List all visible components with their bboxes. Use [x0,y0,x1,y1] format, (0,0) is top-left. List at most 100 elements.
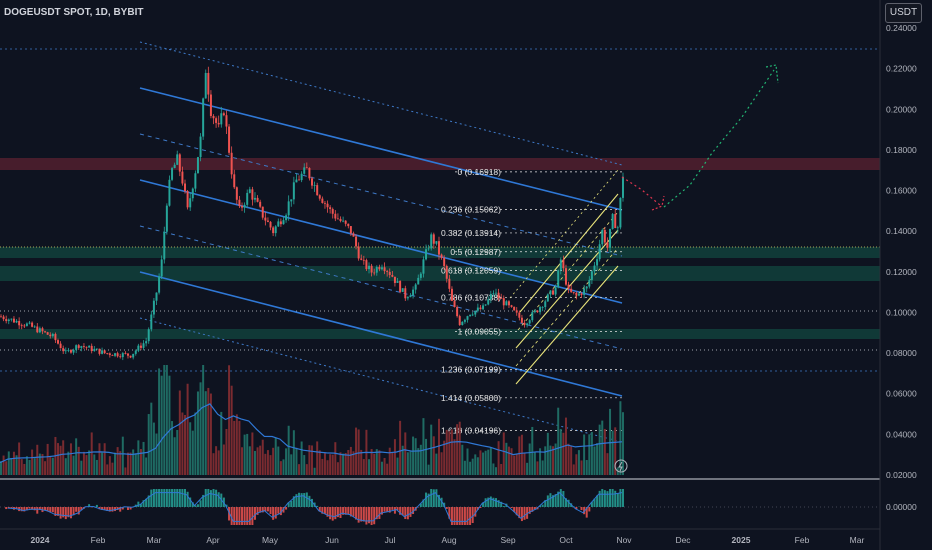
fib-level-label: 0.382 (0.13914) [441,228,501,238]
candle-body [69,350,72,353]
oscillator-bar [145,498,148,507]
fib-level-label: 0 (0.16918) [458,167,502,177]
oscillator-bar [448,507,451,519]
volume-bar [88,450,91,475]
candle-body [303,167,306,174]
volume-bar [269,455,272,475]
candle-body [476,307,479,311]
candle-body [38,328,41,333]
volume-bar [184,414,186,475]
fibonacci-retracement[interactable]: 0 (0.16918) 0.236 (0.15062) 0.382 (0.13914… [441,167,622,435]
candle-body [126,353,129,356]
price-tick-label: 0.08000 [886,348,917,358]
oscillator-bar [295,494,298,507]
candle-body [495,292,497,294]
oscillator-bar [75,507,78,512]
oscillator-bar [285,507,288,510]
lightning-icon[interactable] [614,459,628,473]
candle-body [479,307,482,310]
oscillator-bar [445,507,448,509]
oscillator-bar [189,497,192,507]
oscillator-bar [212,489,215,507]
oscillator-bar [373,507,376,525]
candle-body [526,323,529,326]
oscillator-bar [399,507,402,515]
oscillator-bar [580,507,583,511]
volume-bar [502,432,505,475]
candle-body [557,270,560,288]
candle-body [523,322,526,326]
price-axis[interactable]: 0.24000 0.22000 0.20000 0.18000 0.16000 0.140… [886,23,917,480]
candle-body [215,118,218,123]
oscillator-bar [588,507,591,512]
oscillator-bar [173,489,176,507]
candle-body [531,312,534,321]
oscillator-bar [163,489,166,507]
candle-body [502,298,505,306]
indicator-axis-label: 0.00000 [886,502,917,512]
time-axis[interactable]: 2024 Feb Mar Apr May Jun Jul Aug Sep Oct Nov Dec 202… [31,535,865,545]
time-tick-label: Feb [795,535,810,545]
currency-button[interactable]: USDT [885,3,922,23]
volume-bar [235,414,238,475]
candle-body [453,300,456,307]
candle-body [536,310,539,313]
volume-bar [435,453,438,475]
oscillator-bar [466,507,469,525]
time-tick-label: Jul [385,535,396,545]
volume-bar [611,430,614,475]
oscillator-bar [544,500,547,507]
volume-bar [272,447,275,475]
oscillator-bar [484,498,487,507]
volume-bar [425,438,428,475]
time-tick-label: 2025 [732,535,751,545]
oscillator-bar [300,493,303,507]
volume-bar [233,420,236,475]
oscillator-bar [357,507,360,523]
oscillator-bar [437,494,440,507]
volume-bar [316,441,319,475]
volume-bar [116,447,119,475]
oscillator-bar [28,507,31,509]
candle-body [373,272,376,274]
candle-body [507,301,510,306]
volume-bar [386,463,389,475]
candle-body [160,259,163,277]
candle-body [414,284,417,290]
oscillator-bar [303,493,306,507]
volume-bar [93,454,96,475]
volume-bar [264,453,267,475]
candle-body [137,345,140,351]
candle-body [259,201,262,207]
volume-bar [518,436,521,475]
volume-bar [520,434,523,475]
volume-bar [196,391,199,475]
candle-body [393,276,396,283]
volume-bar [567,443,570,475]
volume-bar [202,365,205,475]
volume-bar [422,418,425,475]
volume-bar [101,452,104,475]
oscillator-bar [38,507,41,510]
candle-body [95,348,98,350]
volume-bar [69,443,72,475]
volume-bar [10,457,13,475]
volume-bar [142,441,145,475]
candle-body [176,154,179,165]
candle-body [171,168,174,180]
candle-body [106,353,109,354]
candle-body [606,242,609,248]
volume-bar [292,430,295,475]
oscillator-bar [495,498,497,507]
candle-body [357,246,360,259]
oscillator-bar [46,507,49,512]
candle-body [588,279,591,287]
oscillator-bar [559,489,562,507]
fib-level-label: 1.414 (0.05800) [441,393,501,403]
candle-body [54,333,57,341]
volume-bar [98,443,101,475]
oscillator-bar [432,489,435,507]
candle-body [466,316,469,320]
volume-bar [274,438,277,475]
